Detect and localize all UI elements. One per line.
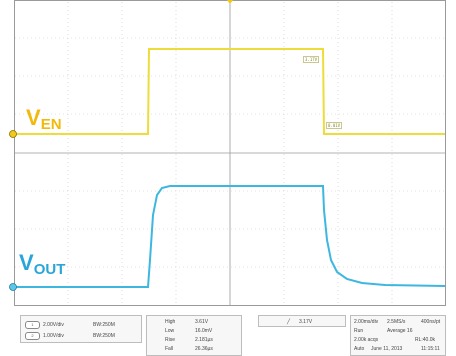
acquisition-box[interactable]: 2.00ms/div 2.5MS/s 400ns/pt Run Average … xyxy=(350,315,446,356)
meas-value: 26.36µs xyxy=(195,346,213,352)
meas-value: 3.61V xyxy=(195,319,209,325)
meas-name: High xyxy=(165,319,176,325)
acquisitions-count: 2.00k acqs xyxy=(354,337,379,343)
trigger-box[interactable]: ╱ 3.17V xyxy=(258,315,346,327)
graticule-center-axes xyxy=(15,1,445,305)
meas-value: 2.181µs xyxy=(195,337,213,343)
sample-rate: 2.5MS/s xyxy=(387,319,406,325)
trigger-icon: ╱ xyxy=(287,319,291,325)
ch1-icon: 1 xyxy=(25,321,40,329)
trigger-level: 3.17V xyxy=(299,319,313,325)
date: June 11, 2013 xyxy=(371,346,403,352)
meas-value: 16.0mV xyxy=(195,328,213,334)
ch2-icon: 2 xyxy=(25,332,40,340)
meas-name: Fall xyxy=(165,346,174,352)
vout-label: VOUT xyxy=(19,250,66,278)
meas-name: Rise xyxy=(165,337,176,343)
ch2-ground-marker xyxy=(9,283,17,291)
trigger-position-marker xyxy=(227,0,233,4)
ch1-bandwidth: BW:250M xyxy=(93,322,115,328)
measurements-box[interactable]: High 3.61V Low 16.0mV Rise 2.181µs Fall … xyxy=(146,315,242,356)
cursor-readout-bottom: 0.01V xyxy=(326,122,343,129)
channel-settings-box[interactable]: 1 2.00V/div BW:250M 2 1.00V/div BW:250M xyxy=(20,315,142,343)
run-mode: Run xyxy=(354,328,364,334)
ch2-scale: 1.00V/div xyxy=(43,333,64,339)
meas-name: Low xyxy=(165,328,175,334)
ven-trace xyxy=(15,48,445,135)
vout-trace xyxy=(15,185,446,288)
trigger-mode: Auto xyxy=(354,346,365,352)
status-bar: 1 2.00V/div BW:250M 2 1.00V/div BW:250M … xyxy=(14,312,446,356)
average-mode: Average 16 xyxy=(387,328,413,334)
ch2-bandwidth: BW:250M xyxy=(93,333,115,339)
ven-label: VEN xyxy=(26,105,62,133)
ch1-scale: 2.00V/div xyxy=(43,322,64,328)
points-per-div: 400ns/pt xyxy=(421,319,441,325)
cursor-readout-top: 3.17V xyxy=(303,56,320,63)
ch1-ground-marker xyxy=(9,130,17,138)
record-length: RL:40.0k xyxy=(415,337,436,343)
clock: 11:15:11 xyxy=(421,346,440,352)
time-scale: 2.00ms/div xyxy=(354,319,379,325)
